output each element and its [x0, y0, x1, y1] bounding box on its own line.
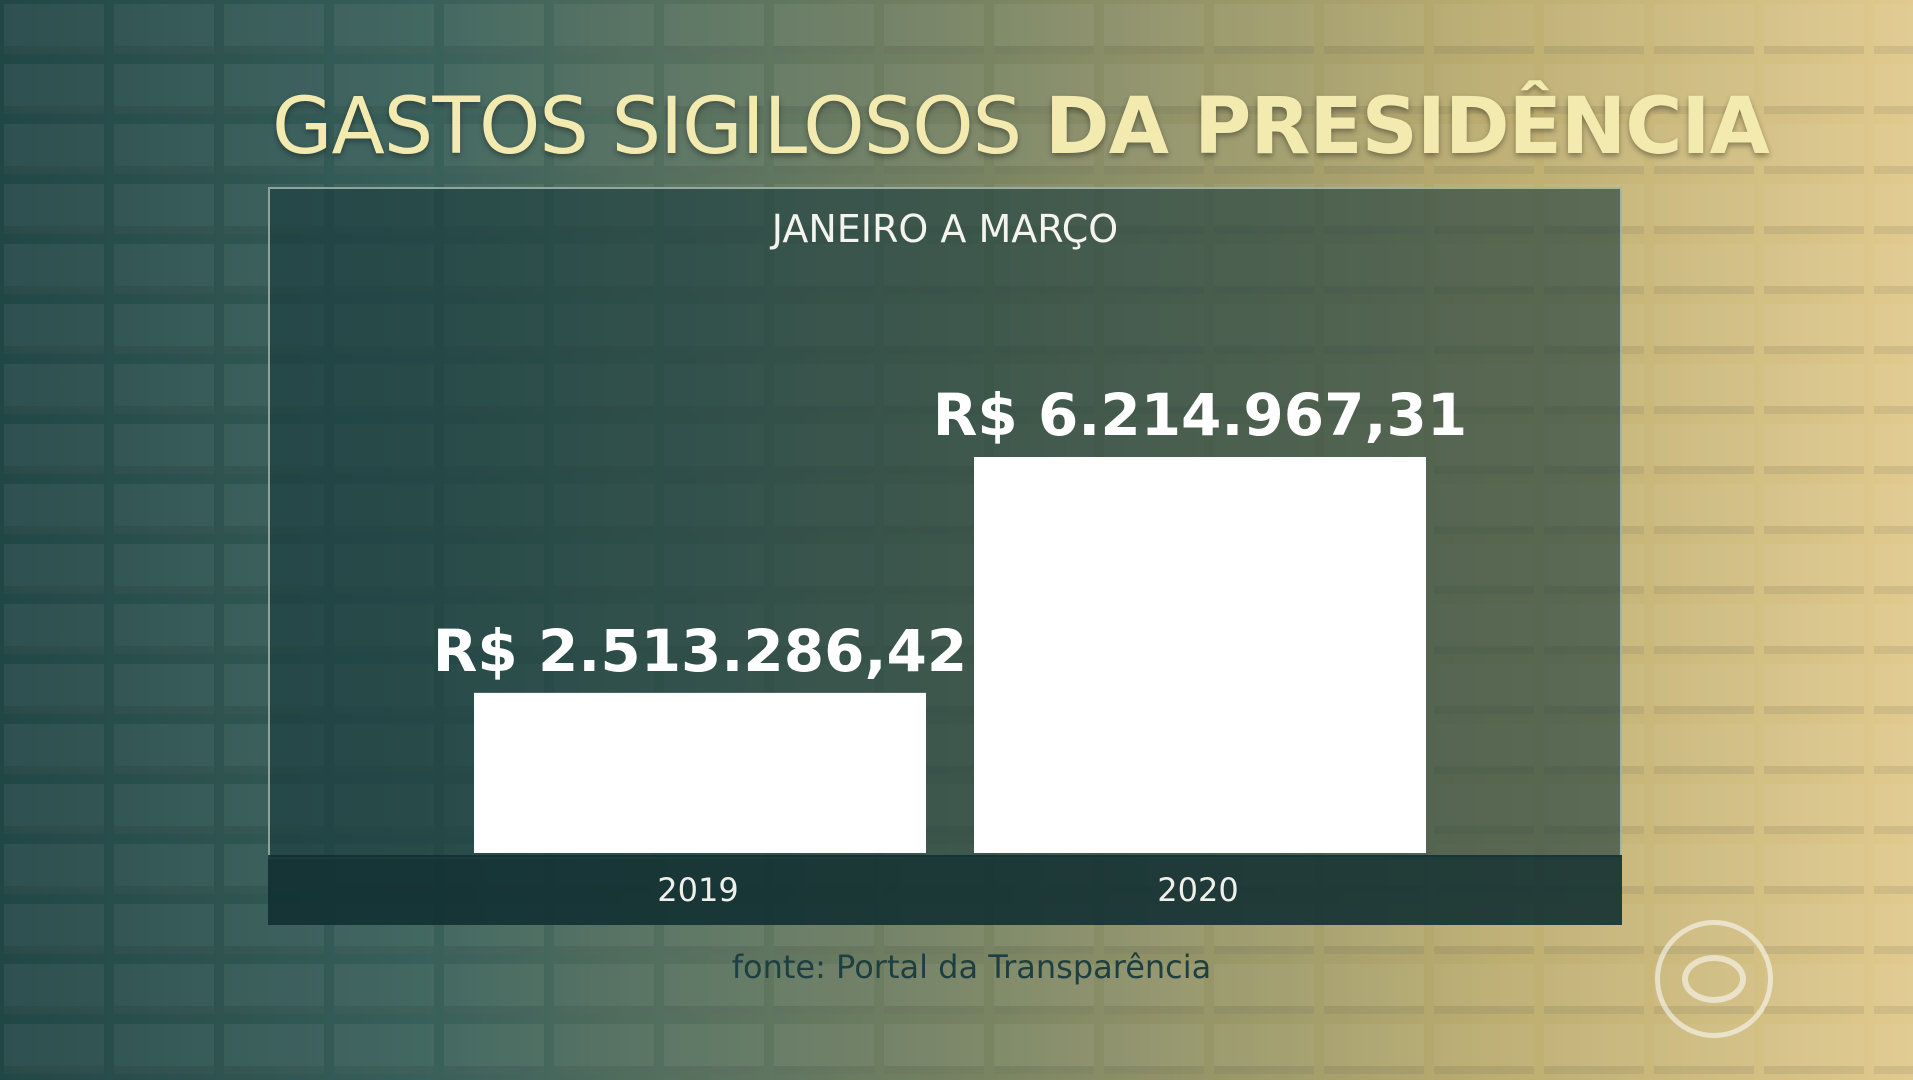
- x-axis-band: [268, 855, 1622, 925]
- bar-2020: [974, 457, 1426, 853]
- x-tick-label-2019: 2019: [657, 871, 738, 909]
- value-label-2019: R$ 2.513.286,42: [433, 617, 968, 685]
- tv-globo-logo-icon: [1655, 920, 1773, 1038]
- source-note: fonte: Portal da Transparência: [731, 948, 1212, 986]
- title-part-light: GASTOS SIGILOSOS: [272, 82, 1022, 172]
- chart-panel: JANEIRO A MARÇO R$ 2.513.286,42 R$ 6.214.…: [268, 187, 1622, 859]
- title-part-bold: DA PRESIDÊNCIA: [1044, 82, 1770, 172]
- page-title: GASTOS SIGILOSOS DA PRESIDÊNCIA: [272, 82, 1770, 172]
- chart-subtitle: JANEIRO A MARÇO: [771, 207, 1119, 251]
- x-tick-label-2020: 2020: [1157, 871, 1238, 909]
- bar-2019: [474, 692, 926, 853]
- value-label-2020: R$ 6.214.967,31: [933, 381, 1468, 449]
- bar-chart: R$ 2.513.286,42 R$ 6.214.967,31: [433, 381, 1468, 853]
- x-axis: 2019 2020: [657, 871, 1238, 909]
